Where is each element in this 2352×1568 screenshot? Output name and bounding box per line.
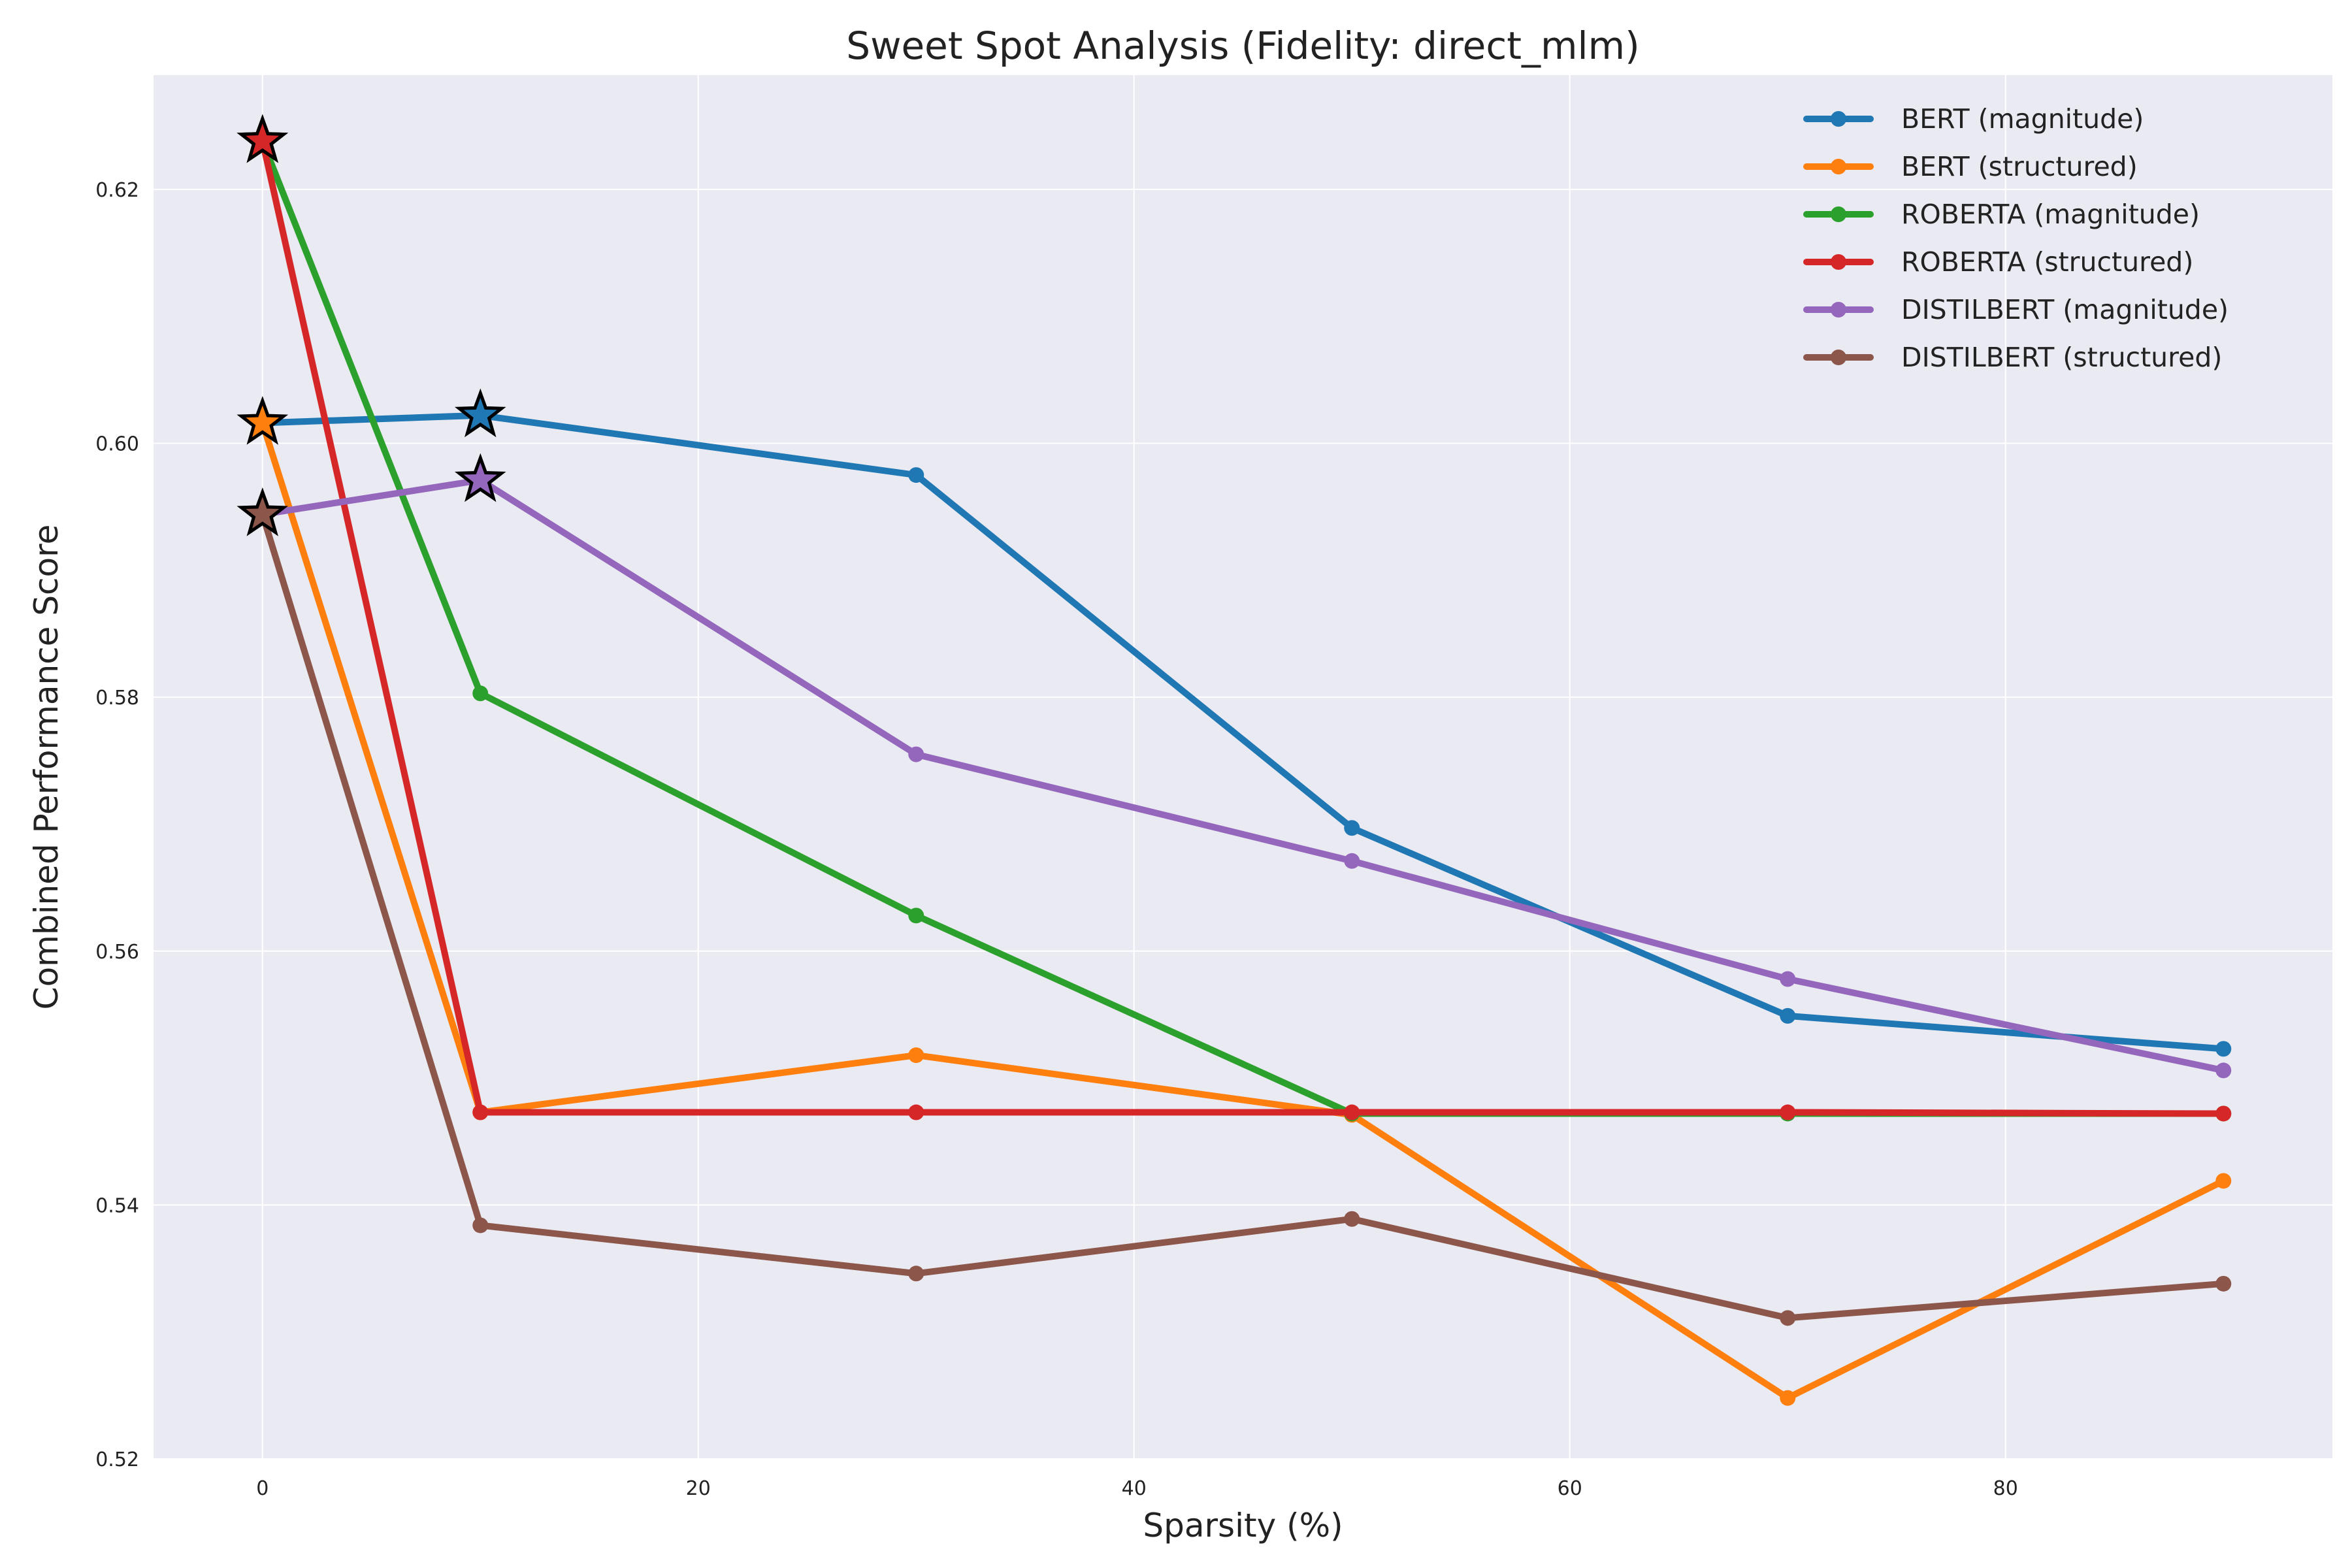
- legend-label: ROBERTA (structured): [1901, 246, 2193, 278]
- data-point: [2215, 1062, 2232, 1079]
- legend-item: BERT (magnitude): [1803, 103, 2144, 135]
- legend-label: DISTILBERT (magnitude): [1901, 294, 2229, 325]
- legend-item: DISTILBERT (structured): [1803, 342, 2222, 373]
- data-point: [1780, 1390, 1796, 1406]
- data-point: [2215, 1275, 2232, 1292]
- x-tick-label: 40: [1122, 1477, 1147, 1500]
- data-point: [908, 1104, 924, 1120]
- legend-item: ROBERTA (structured): [1803, 246, 2193, 278]
- x-tick-label: 60: [1558, 1477, 1582, 1500]
- data-point: [2215, 1173, 2232, 1189]
- data-point: [1780, 971, 1796, 987]
- data-point: [908, 467, 924, 483]
- y-axis-ticks: 0.52 0.54 0.56 0.58 0.60 0.62: [95, 179, 139, 1471]
- legend-label: ROBERTA (magnitude): [1901, 199, 2200, 230]
- data-point: [908, 907, 924, 924]
- legend-label: BERT (magnitude): [1901, 103, 2144, 135]
- data-point: [1344, 820, 1360, 836]
- x-tick-label: 20: [686, 1477, 711, 1500]
- legend-marker: [1831, 350, 1846, 365]
- legend-label: DISTILBERT (structured): [1901, 342, 2222, 373]
- x-axis-ticks: 0 20 40 60 80: [256, 1477, 2018, 1500]
- series-line: [259, 419, 2227, 1401]
- data-point: [472, 1217, 489, 1233]
- y-tick-label: 0.62: [95, 179, 139, 202]
- legend-marker: [1831, 111, 1846, 127]
- series-line: [259, 138, 2227, 1117]
- legend-item: ROBERTA (magnitude): [1803, 199, 2200, 230]
- y-tick-label: 0.52: [95, 1448, 139, 1471]
- grid-lines: [154, 75, 2332, 1460]
- legend: BERT (magnitude) BERT (structured) ROBERTA…: [1803, 103, 2229, 373]
- data-point: [1344, 853, 1360, 869]
- data-point: [1344, 1104, 1360, 1120]
- data-point: [908, 1266, 924, 1282]
- sweet-spot-star: [454, 453, 506, 502]
- data-point: [908, 1047, 924, 1064]
- data-point: [1780, 1310, 1796, 1326]
- series-line: [259, 412, 2227, 1053]
- x-axis-label: Sparsity (%): [1143, 1507, 1343, 1544]
- y-tick-label: 0.58: [95, 687, 139, 710]
- sweet-spot-star: [454, 388, 506, 438]
- data-point: [2215, 1041, 2232, 1057]
- data-point: [472, 1104, 489, 1120]
- sweet-spot-star: [237, 114, 289, 163]
- y-axis-label: Combined Performance Score: [27, 525, 65, 1010]
- y-tick-label: 0.54: [95, 1194, 139, 1217]
- y-tick-label: 0.60: [95, 433, 139, 456]
- data-point: [1780, 1007, 1796, 1024]
- sweet-spot-star: [237, 396, 289, 445]
- series-line: [259, 511, 2227, 1322]
- legend-marker: [1831, 206, 1846, 222]
- data-point: [2215, 1105, 2232, 1122]
- series-line: [259, 476, 2227, 1074]
- data-point: [1344, 1211, 1360, 1227]
- legend-marker: [1831, 159, 1846, 174]
- legend-item: DISTILBERT (magnitude): [1803, 294, 2229, 325]
- x-tick-label: 80: [1993, 1477, 2018, 1500]
- chart-title: Sweet Spot Analysis (Fidelity: direct_ml…: [846, 24, 1640, 68]
- legend-label: BERT (structured): [1901, 151, 2138, 182]
- x-tick-label: 0: [256, 1477, 269, 1500]
- data-point: [1780, 1104, 1796, 1120]
- data-point: [472, 685, 489, 702]
- legend-marker: [1831, 302, 1846, 318]
- sweet-spot-markers: [237, 114, 506, 536]
- y-tick-label: 0.56: [95, 941, 139, 964]
- legend-marker: [1831, 254, 1846, 270]
- data-point: [908, 746, 924, 762]
- sweet-spot-star: [237, 487, 289, 536]
- legend-item: BERT (structured): [1803, 151, 2138, 182]
- series-layer: [254, 133, 2232, 1406]
